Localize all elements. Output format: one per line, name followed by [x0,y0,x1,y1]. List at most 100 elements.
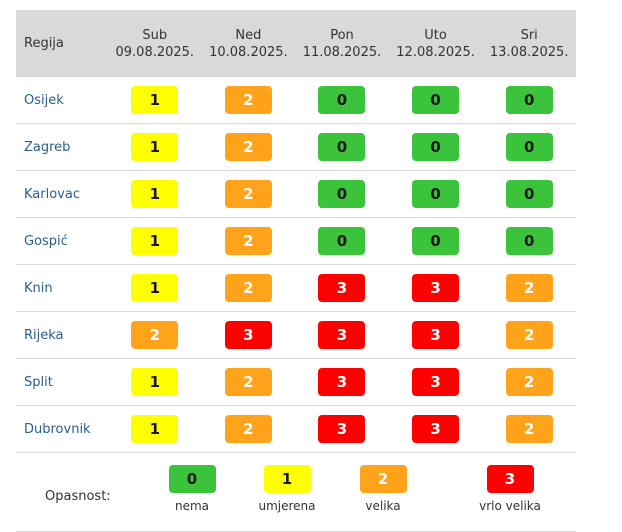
danger-level-badge: 3 [318,321,366,349]
danger-level-badge: 3 [412,415,460,443]
forecast-table: Regija Sub 09.08.2025. Ned 10.08.2025. P… [16,10,576,453]
danger-cell: 3 [388,311,483,359]
region-link[interactable]: Zagreb [16,123,108,171]
danger-level-badge: 2 [224,368,272,396]
danger-legend: Opasnost: 0 nema 1 umjerena 2 velika 3 vrlo vel… [16,453,576,532]
region-link[interactable]: Knin [16,264,108,312]
table-row: Osijek 1 2 0 0 0 [16,77,576,124]
danger-cell: 2 [482,264,576,312]
day-weekday: Ned [235,27,262,43]
region-link[interactable]: Osijek [16,77,108,124]
danger-cell: 1 [108,123,202,171]
danger-cell: 0 [482,170,576,218]
danger-level-badge: 2 [224,227,272,255]
danger-cell: 2 [201,123,296,171]
day-weekday: Sub [142,27,168,43]
day-weekday: Sri [520,27,538,43]
danger-level-badge: 0 [505,227,553,255]
danger-cell: 1 [108,170,202,218]
danger-level-badge: 0 [505,133,553,161]
danger-level-badge: 0 [505,86,553,114]
danger-cell: 0 [295,123,389,171]
table-row: Karlovac 1 2 0 0 0 [16,170,576,218]
danger-level-badge: 3 [318,274,366,302]
danger-level-badge: 1 [131,274,179,302]
region-column-header: Regija [16,10,108,77]
danger-cell: 2 [482,358,576,406]
danger-cell: 2 [201,217,296,265]
forecast-body: Osijek 1 2 0 0 0 Zagreb 1 2 0 0 0 Karlovac 1 2 0 0 0 Gospi… [16,77,576,453]
day-header-2: Pon 11.08.2025. [295,10,389,77]
danger-cell: 3 [388,264,483,312]
danger-level-badge: 0 [412,180,460,208]
region-link[interactable]: Dubrovnik [16,405,108,453]
danger-level-badge: 0 [318,227,366,255]
legend-badge: 1 [263,465,311,493]
danger-level-badge: 2 [131,321,179,349]
danger-level-badge: 0 [412,133,460,161]
danger-level-badge: 1 [131,415,179,443]
table-row: Split 1 2 3 3 2 [16,358,576,406]
day-header-4: Sri 13.08.2025. [482,10,576,77]
legend-badge: 3 [486,465,534,493]
legend-title: Opasnost: [45,489,111,504]
day-weekday: Pon [330,27,354,43]
legend-badge: 0 [168,465,216,493]
day-date: 11.08.2025. [302,44,382,60]
danger-cell: 3 [388,405,483,453]
day-header-3: Uto 12.08.2025. [388,10,483,77]
danger-level-badge: 3 [412,274,460,302]
danger-cell: 0 [388,170,483,218]
region-link[interactable]: Karlovac [16,170,108,218]
danger-level-badge: 2 [505,415,553,443]
danger-cell: 2 [201,170,296,218]
danger-level-badge: 2 [505,368,553,396]
day-date: 13.08.2025. [489,44,569,60]
danger-cell: 2 [482,405,576,453]
danger-level-badge: 2 [224,86,272,114]
danger-cell: 3 [295,358,389,406]
danger-level-badge: 2 [224,133,272,161]
danger-level-badge: 2 [505,321,553,349]
danger-level-badge: 1 [131,133,179,161]
legend-label: umjerena [258,499,316,513]
day-date: 09.08.2025. [115,44,195,60]
table-row: Rijeka 2 3 3 3 2 [16,311,576,359]
legend-badge: 2 [359,465,407,493]
danger-cell: 3 [388,358,483,406]
region-link[interactable]: Gospić [16,217,108,265]
danger-cell: 1 [108,217,202,265]
danger-level-badge: 3 [412,368,460,396]
danger-cell: 2 [108,311,202,359]
danger-cell: 0 [388,123,483,171]
day-date: 12.08.2025. [396,44,475,60]
legend-item: 2 velika [343,465,423,513]
fire-danger-widget: Regija Sub 09.08.2025. Ned 10.08.2025. P… [16,10,576,532]
danger-cell: 0 [295,77,389,124]
table-row: Gospić 1 2 0 0 0 [16,217,576,265]
danger-level-badge: 1 [131,368,179,396]
danger-level-badge: 0 [505,180,553,208]
danger-cell: 0 [482,217,576,265]
table-row: Zagreb 1 2 0 0 0 [16,123,576,171]
danger-cell: 1 [108,264,202,312]
region-link[interactable]: Split [16,358,108,406]
danger-cell: 3 [295,264,389,312]
danger-cell: 0 [482,77,576,124]
danger-cell: 1 [108,77,202,124]
danger-cell: 2 [201,358,296,406]
danger-cell: 0 [295,217,389,265]
danger-cell: 2 [201,77,296,124]
day-date: 10.08.2025. [209,44,288,60]
danger-cell: 0 [388,77,483,124]
danger-level-badge: 1 [131,227,179,255]
day-weekday: Uto [424,27,447,43]
danger-level-badge: 0 [318,133,366,161]
danger-level-badge: 1 [131,180,179,208]
region-link[interactable]: Rijeka [16,311,108,359]
danger-level-badge: 1 [131,86,179,114]
danger-cell: 1 [108,358,202,406]
danger-level-badge: 2 [224,180,272,208]
day-header-0: Sub 09.08.2025. [108,10,202,77]
danger-cell: 3 [295,405,389,453]
